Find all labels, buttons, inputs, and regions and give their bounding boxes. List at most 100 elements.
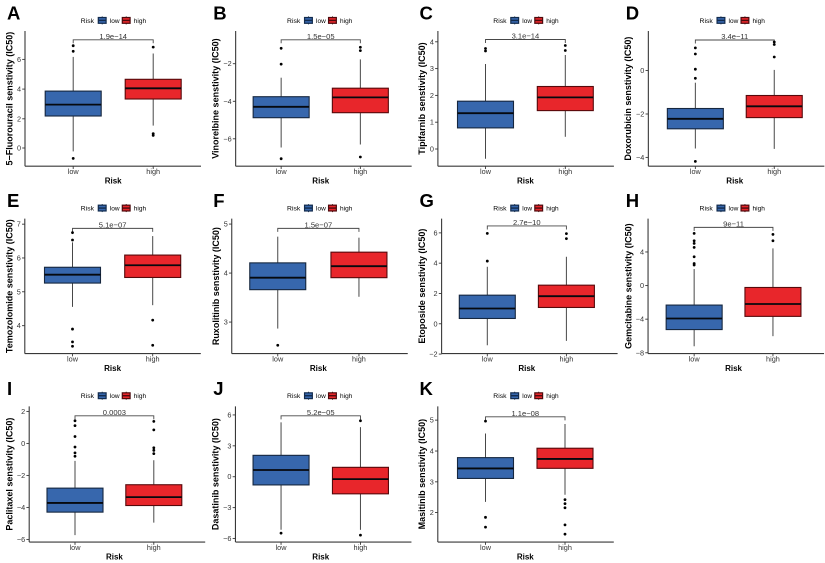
svg-text:4: 4 xyxy=(224,269,228,278)
svg-text:low: low xyxy=(272,355,284,364)
svg-text:5.2e−05: 5.2e−05 xyxy=(307,408,335,417)
svg-text:0: 0 xyxy=(640,66,644,75)
svg-text:K: K xyxy=(420,378,434,399)
svg-text:4: 4 xyxy=(17,85,21,94)
svg-text:high: high xyxy=(134,205,147,212)
svg-text:5.1e−07: 5.1e−07 xyxy=(99,220,127,229)
svg-text:−3: −3 xyxy=(223,503,231,512)
svg-text:Risk: Risk xyxy=(726,177,743,186)
svg-text:1.5e−05: 1.5e−05 xyxy=(307,32,335,41)
svg-text:low: low xyxy=(70,543,82,552)
svg-text:Risk: Risk xyxy=(700,18,714,25)
svg-text:Tipifarnib senstivity (IC50): Tipifarnib senstivity (IC50) xyxy=(417,42,427,154)
svg-text:2: 2 xyxy=(21,407,25,416)
svg-text:−8: −8 xyxy=(636,348,644,357)
svg-text:Risk: Risk xyxy=(725,364,742,373)
svg-text:Risk: Risk xyxy=(493,393,507,400)
svg-text:Etoposide senstivity (IC50): Etoposide senstivity (IC50) xyxy=(417,229,427,344)
svg-text:0: 0 xyxy=(227,472,231,481)
svg-text:Risk: Risk xyxy=(518,364,535,373)
svg-text:high: high xyxy=(340,393,353,400)
svg-text:low: low xyxy=(522,18,532,25)
svg-text:2: 2 xyxy=(430,508,434,517)
svg-text:0: 0 xyxy=(640,281,644,290)
svg-text:3: 3 xyxy=(430,64,434,73)
svg-text:low: low xyxy=(522,393,532,400)
svg-text:4: 4 xyxy=(430,447,434,456)
svg-text:high: high xyxy=(134,393,147,400)
svg-text:low: low xyxy=(276,167,288,176)
svg-text:low: low xyxy=(110,205,120,212)
svg-text:high: high xyxy=(767,167,781,176)
svg-text:Risk: Risk xyxy=(493,205,507,212)
svg-text:Masitinib senstivity (IC50): Masitinib senstivity (IC50) xyxy=(417,419,427,530)
svg-text:D: D xyxy=(626,3,639,24)
svg-text:high: high xyxy=(546,205,559,212)
svg-text:F: F xyxy=(213,190,224,211)
svg-text:6: 6 xyxy=(227,410,231,419)
svg-text:high: high xyxy=(546,18,559,25)
svg-text:0.0003: 0.0003 xyxy=(103,408,126,417)
svg-text:Gemcitabine senstivity (IC50): Gemcitabine senstivity (IC50) xyxy=(623,223,633,349)
svg-text:7: 7 xyxy=(17,220,21,229)
svg-text:A: A xyxy=(7,3,20,24)
svg-text:low: low xyxy=(729,18,739,25)
svg-text:6: 6 xyxy=(17,253,21,262)
svg-text:low: low xyxy=(729,205,739,212)
svg-text:low: low xyxy=(690,167,702,176)
svg-text:1.5e−07: 1.5e−07 xyxy=(305,220,333,229)
svg-text:4: 4 xyxy=(434,259,438,268)
svg-text:C: C xyxy=(420,3,433,24)
svg-text:−4: −4 xyxy=(223,97,231,106)
svg-text:high: high xyxy=(134,18,147,25)
svg-text:Risk: Risk xyxy=(105,177,122,186)
svg-text:5: 5 xyxy=(224,220,228,229)
svg-text:2: 2 xyxy=(434,289,438,298)
svg-text:−2: −2 xyxy=(223,59,231,68)
svg-text:Risk: Risk xyxy=(493,18,507,25)
svg-text:high: high xyxy=(558,543,572,552)
svg-text:Risk: Risk xyxy=(106,553,123,562)
svg-text:Risk: Risk xyxy=(81,393,95,400)
svg-text:Risk: Risk xyxy=(81,18,95,25)
svg-text:high: high xyxy=(146,167,160,176)
svg-text:E: E xyxy=(7,190,19,211)
svg-text:Risk: Risk xyxy=(700,205,714,212)
svg-text:−4: −4 xyxy=(636,315,644,324)
svg-text:high: high xyxy=(146,355,160,364)
svg-text:G: G xyxy=(420,190,434,211)
svg-text:Risk: Risk xyxy=(312,553,329,562)
svg-text:−6: −6 xyxy=(223,134,231,143)
svg-text:Doxorubicin senstivity (IC50): Doxorubicin senstivity (IC50) xyxy=(623,37,633,161)
svg-text:low: low xyxy=(480,167,492,176)
svg-text:high: high xyxy=(753,205,766,212)
svg-text:−4: −4 xyxy=(636,153,644,162)
svg-text:high: high xyxy=(147,543,161,552)
svg-text:0: 0 xyxy=(21,439,25,448)
svg-text:high: high xyxy=(558,167,572,176)
svg-text:high: high xyxy=(354,543,368,552)
svg-text:2: 2 xyxy=(17,114,21,123)
svg-text:high: high xyxy=(753,18,766,25)
svg-text:low: low xyxy=(316,205,326,212)
svg-text:Risk: Risk xyxy=(287,18,301,25)
svg-text:2: 2 xyxy=(430,91,434,100)
svg-text:high: high xyxy=(340,205,353,212)
svg-text:Temozolomide senstivity (IC50): Temozolomide senstivity (IC50) xyxy=(5,219,15,353)
svg-text:2.7e−10: 2.7e−10 xyxy=(513,218,541,227)
svg-text:4: 4 xyxy=(640,247,644,256)
svg-text:low: low xyxy=(110,18,120,25)
svg-text:0: 0 xyxy=(430,145,434,154)
svg-text:Risk: Risk xyxy=(104,364,121,373)
svg-text:high: high xyxy=(560,355,574,364)
svg-text:4: 4 xyxy=(430,37,434,46)
svg-text:0: 0 xyxy=(17,144,21,153)
svg-text:3.4e−11: 3.4e−11 xyxy=(721,32,748,41)
svg-text:−2: −2 xyxy=(17,471,25,480)
svg-text:Risk: Risk xyxy=(310,364,327,373)
svg-text:high: high xyxy=(352,355,366,364)
svg-text:low: low xyxy=(689,355,701,364)
svg-text:1: 1 xyxy=(430,118,434,127)
svg-text:low: low xyxy=(316,18,326,25)
svg-text:Dasatinib senstivity (IC50): Dasatinib senstivity (IC50) xyxy=(211,418,221,530)
